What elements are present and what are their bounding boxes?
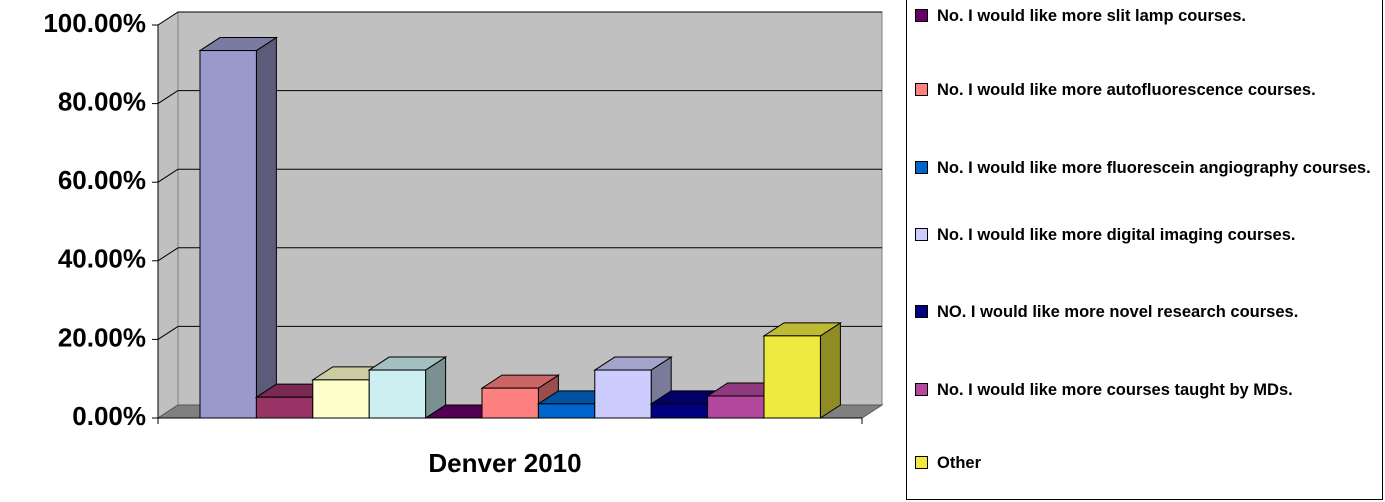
legend-entry: Other <box>915 446 1375 480</box>
legend-entry: No. I would like more autofluorescence c… <box>915 73 1375 107</box>
legend-swatch <box>915 161 928 174</box>
y-tick-label: 80.00% <box>58 86 146 116</box>
legend-label: No. I would like more digital imaging co… <box>937 226 1296 244</box>
bar <box>367 356 448 419</box>
legend-swatch <box>915 228 928 241</box>
legend-swatch <box>915 83 928 96</box>
legend-label: Other <box>937 454 982 472</box>
bar-front <box>763 335 821 419</box>
bar-front <box>255 396 314 419</box>
bar-front <box>537 403 596 419</box>
legend-label: No. I would like more autofluorescence c… <box>937 81 1316 99</box>
legend-entry: No. I would like more courses taught by … <box>915 373 1375 407</box>
chart: 0.00% 20.00% 40.00% 60.00% 80.00% 100.00% Denv… <box>43 8 884 478</box>
y-tick-label: 0.00% <box>72 401 146 431</box>
y-tick-label: 100.00% <box>43 8 146 38</box>
legend-label: NO. I would like more novel research cou… <box>937 303 1299 321</box>
y-tick-label: 60.00% <box>58 165 146 195</box>
bar <box>198 36 279 419</box>
legend-swatch <box>915 305 928 318</box>
y-tick-label: 40.00% <box>58 244 146 274</box>
bar-front <box>368 369 427 419</box>
legend-entry: No. I would like more slit lamp courses. <box>915 0 1375 33</box>
legend-label: No. I would like more slit lamp courses. <box>937 7 1246 25</box>
bar-side <box>819 321 841 419</box>
legend-swatch <box>915 456 928 469</box>
grid-line-side <box>157 168 179 183</box>
legend-entry: NO. I would like more novel research cou… <box>915 295 1375 329</box>
legend-label: No. I would like more fluorescein angiog… <box>937 159 1371 177</box>
y-tick-label: 20.00% <box>58 322 146 352</box>
bar-front <box>594 369 652 419</box>
grid-line-side <box>157 11 179 26</box>
legend-entry: No. I would like more fluorescein angiog… <box>915 151 1375 185</box>
legend-swatch <box>915 9 928 22</box>
side-wall <box>157 11 179 419</box>
legend-entry: No. I would like more digital imaging co… <box>915 218 1375 252</box>
bar-front <box>481 387 539 419</box>
bar-side <box>255 36 277 419</box>
legend-label: No. I would like more courses taught by … <box>937 381 1293 399</box>
grid-line-side <box>157 247 179 262</box>
legend: No. I would like more slit lamp courses.… <box>906 0 1383 500</box>
grid-line-side <box>157 325 179 340</box>
bar-front <box>650 403 709 419</box>
bar <box>762 321 843 419</box>
legend-swatch <box>915 383 928 396</box>
bar-front <box>707 395 765 419</box>
grid-line-side <box>157 90 179 105</box>
bar-front <box>312 379 370 419</box>
bar-front <box>199 50 257 419</box>
x-tick-label: Denver 2010 <box>428 448 581 478</box>
